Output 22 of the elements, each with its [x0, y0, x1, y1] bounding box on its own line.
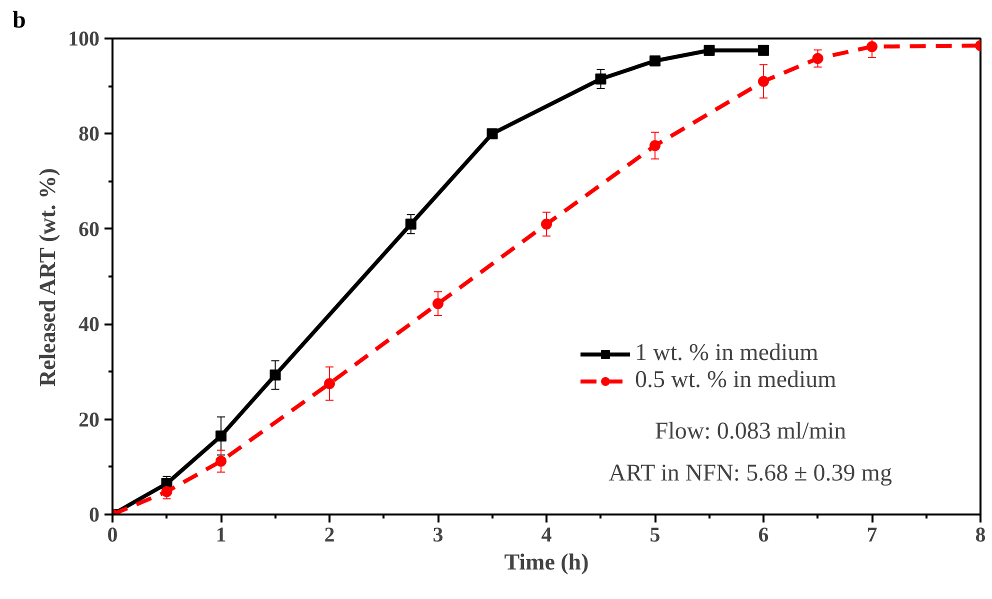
y-tick-label: 100 [68, 26, 100, 50]
x-tick-label: 5 [650, 522, 660, 546]
x-tick-label: 0 [107, 522, 118, 546]
y-tick-label: 60 [78, 216, 100, 241]
legend-label: 1 wt. % in medium [635, 340, 818, 367]
x-tick-label: 1 [216, 522, 226, 546]
y-axis-title: Released ART (wt. %) [35, 168, 60, 387]
y-tick-label: 80 [78, 122, 100, 146]
annotation: Flow: 0.083 ml/min [654, 418, 846, 444]
x-tick-label: 2 [324, 522, 335, 546]
legend-label: 0.5 wt. % in medium [635, 367, 836, 394]
text: b [12, 8, 26, 34]
x-tick-label: 6 [758, 522, 769, 546]
y-tick-label: 20 [78, 407, 100, 432]
annotation: ART in NFN: 5.68 ± 0.39 mg [608, 460, 892, 486]
x-tick-label: 3 [432, 522, 444, 546]
x-tick-label: 8 [975, 522, 986, 546]
y-tick-label: 0 [89, 502, 100, 526]
x-tick-label: 7 [866, 522, 878, 546]
y-tick-label: 40 [78, 312, 100, 336]
x-tick-label: 4 [541, 522, 552, 546]
x-axis-title: Time (h) [504, 550, 589, 574]
